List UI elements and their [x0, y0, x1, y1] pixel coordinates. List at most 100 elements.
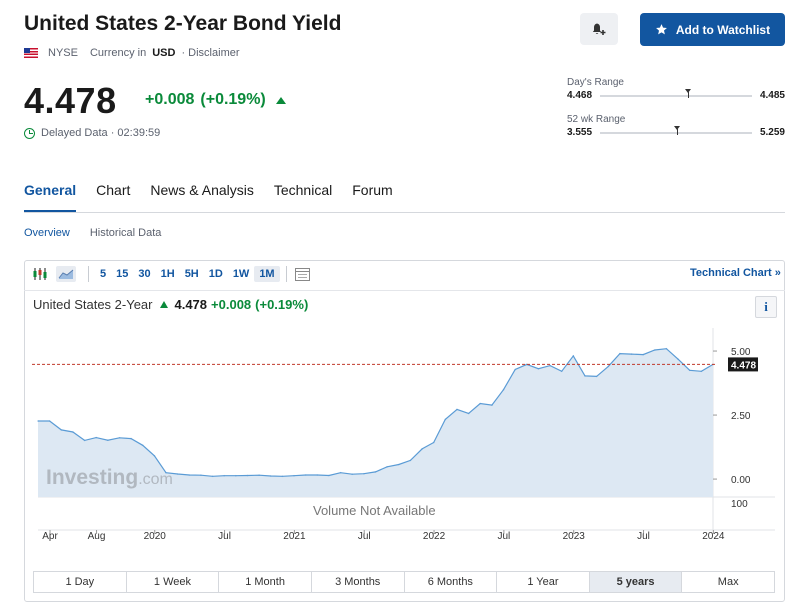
- interval-1m[interactable]: 1M: [254, 266, 280, 282]
- chart-panel: [24, 260, 785, 602]
- period-1-year[interactable]: 1 Year: [497, 572, 590, 592]
- data-point: [409, 459, 412, 462]
- disclaimer-link[interactable]: · Disclaimer: [181, 47, 240, 59]
- y-tick-label: 2.50: [731, 411, 751, 422]
- period-1-day[interactable]: 1 Day: [34, 572, 127, 592]
- data-point: [491, 404, 493, 406]
- bell-plus-icon: [592, 23, 606, 35]
- area-chart-icon[interactable]: [56, 266, 76, 282]
- subtab-historical-data[interactable]: Historical Data: [89, 227, 162, 239]
- data-point: [351, 473, 354, 475]
- period-5-years[interactable]: 5 years: [589, 572, 683, 592]
- last-price-label-box: [728, 357, 758, 372]
- candlestick-icon[interactable]: [30, 266, 50, 282]
- data-point: [141, 444, 144, 447]
- instrument-meta: NYSE Currency in USD · Disclaimer: [24, 47, 240, 59]
- days-range-bar: [600, 88, 752, 98]
- data-point: [246, 474, 249, 477]
- 52-week-range-bar: [600, 125, 752, 135]
- period-1-month[interactable]: 1 Month: [219, 572, 312, 592]
- x-tick-label: Aug: [88, 531, 106, 542]
- data-point: [211, 475, 214, 478]
- price-chart[interactable]: 5.00 2.50 0.00 4.478 Apr Aug 2020 Jul 2021 Jul 202…: [24, 320, 785, 550]
- exchange-label: NYSE: [48, 47, 78, 59]
- data-point: [83, 439, 86, 442]
- data-point: [677, 358, 679, 360]
- technical-chart-link[interactable]: Technical Chart »: [690, 267, 781, 279]
- create-alert-button[interactable]: [580, 13, 618, 45]
- days-range-marker: [685, 88, 692, 98]
- interval-30[interactable]: 30: [138, 268, 151, 280]
- legend-change-percent: (+0.19%): [255, 297, 309, 312]
- subtab-overview[interactable]: Overview: [24, 227, 70, 239]
- period-6-months[interactable]: 6 Months: [405, 572, 498, 592]
- interval-1h[interactable]: 1H: [160, 268, 175, 280]
- data-point: [281, 475, 284, 478]
- data-point: [654, 349, 656, 351]
- toolbar-separator: [285, 266, 287, 282]
- data-point: [479, 402, 482, 405]
- arrow-up-icon: [275, 96, 286, 104]
- tab-forum[interactable]: Forum: [352, 182, 393, 198]
- chart-info-button[interactable]: i: [755, 296, 777, 318]
- data-point: [595, 375, 598, 378]
- last-price-label: 4.478: [731, 360, 756, 371]
- data-point: [72, 431, 74, 433]
- data-point: [386, 466, 388, 468]
- 52-week-range-high: 5.259: [759, 127, 785, 138]
- data-point: [665, 347, 668, 350]
- x-tick-label: 2023: [563, 531, 586, 542]
- x-tick-label: Jul: [218, 531, 231, 542]
- y-tick-label: 0.00: [731, 475, 751, 486]
- data-point: [514, 368, 516, 371]
- period-3-months[interactable]: 3 Months: [312, 572, 405, 592]
- data-point: [293, 474, 295, 477]
- days-range: Day's Range 4.468 4.485: [567, 77, 785, 101]
- x-tick-label: Jul: [358, 531, 371, 542]
- data-point: [619, 352, 621, 355]
- tab-technical[interactable]: Technical: [273, 182, 333, 198]
- tab-news-analysis[interactable]: News & Analysis: [150, 182, 254, 198]
- currency-prefix: Currency in: [89, 47, 147, 59]
- volume-axis-tick: 100: [731, 499, 748, 510]
- data-point: [165, 471, 167, 474]
- investing-watermark: Investing.com: [46, 466, 173, 490]
- interval-5h[interactable]: 5H: [184, 268, 199, 280]
- period-max[interactable]: Max: [717, 576, 739, 588]
- data-point: [118, 437, 121, 439]
- data-point: [607, 365, 610, 368]
- data-point: [200, 474, 202, 476]
- interval-15[interactable]: 15: [116, 268, 129, 280]
- data-point: [688, 369, 691, 372]
- tab-general[interactable]: General: [24, 182, 77, 213]
- data-point: [467, 412, 470, 415]
- data-point: [363, 472, 365, 475]
- currency-code: USD: [152, 47, 176, 59]
- volume-not-available: Volume Not Available: [313, 503, 436, 518]
- chart-toolbar: 5 15 30 1H 5H 1D 1W 1M: [30, 263, 785, 285]
- add-to-watchlist-label: Add to Watchlist: [675, 22, 771, 37]
- add-to-watchlist-button[interactable]: Add to Watchlist: [640, 13, 785, 46]
- data-point: [153, 455, 156, 457]
- data-point: [642, 353, 644, 356]
- y-tick-label: 5.00: [731, 347, 751, 358]
- data-point: [316, 474, 319, 476]
- interval-5[interactable]: 5: [100, 268, 107, 280]
- interval-1w[interactable]: 1W: [232, 268, 250, 280]
- interval-1d[interactable]: 1D: [208, 268, 223, 280]
- x-tick-label: Apr: [42, 531, 58, 542]
- data-point: [95, 436, 97, 439]
- period-1-week[interactable]: 1 Week: [127, 572, 220, 592]
- data-point: [502, 388, 505, 391]
- change-value: +0.008: [145, 91, 195, 108]
- period-selector: 1 Day 1 Week 1 Month 3 Months 6 Months 1…: [33, 571, 775, 593]
- tab-chart[interactable]: Chart: [96, 182, 131, 198]
- legend-arrow-up-icon: [160, 301, 169, 308]
- data-point: [339, 471, 342, 474]
- toolbar-divider: [24, 290, 785, 291]
- data-point: [398, 463, 400, 466]
- data-point: [432, 441, 435, 444]
- days-range-high: 4.485: [759, 90, 785, 101]
- data-point: [456, 408, 458, 411]
- table-view-icon[interactable]: [293, 266, 313, 282]
